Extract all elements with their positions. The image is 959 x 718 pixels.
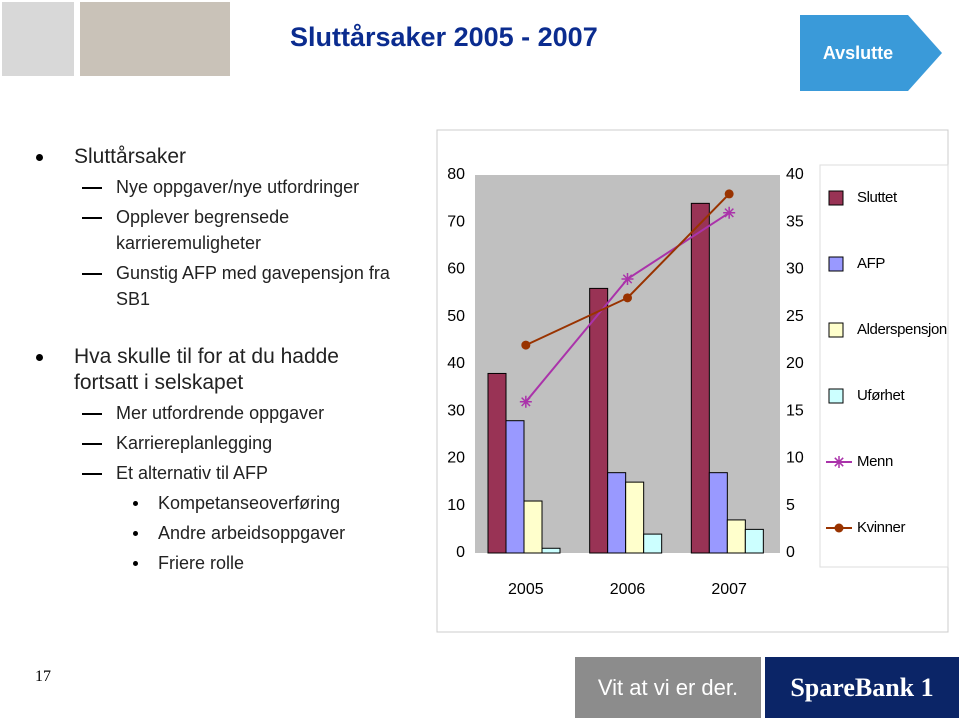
bullet-text: Karriereplanlegging [116, 433, 273, 453]
y2-tick-label: 30 [786, 261, 804, 278]
bullet-item: Opplever begrensede karrieremuligheter [30, 204, 416, 256]
slogan: Vit at vi er der. [575, 657, 761, 718]
bullet-text: Sluttårsaker [74, 145, 187, 168]
bar [643, 533, 663, 554]
y-tick-label: 40 [447, 355, 465, 372]
y2-tick-label: 40 [786, 166, 804, 183]
legend-swatch [828, 190, 844, 206]
line-marker [833, 456, 845, 468]
bar [726, 519, 746, 554]
legend-label: Alderspensjon [857, 321, 947, 338]
bar [708, 472, 728, 554]
bullet-item: Mer utfordrende oppgaver [30, 400, 416, 426]
bullet-text: Hva skulle til for at du hadde fortsatt … [74, 345, 339, 394]
y2-tick-label: 15 [786, 402, 804, 419]
y2-tick-label: 10 [786, 450, 804, 467]
bullet-icon [82, 473, 102, 475]
bullet-item: Kompetanseoverføring [30, 490, 430, 516]
y-tick-label: 80 [447, 166, 465, 183]
bar [505, 420, 525, 554]
legend-label: Uførhet [857, 387, 905, 404]
line-marker [621, 272, 634, 285]
bar [541, 547, 561, 554]
legend-swatch [828, 256, 844, 272]
bullet-icon [82, 443, 102, 445]
legend-label: AFP [857, 255, 885, 272]
y2-tick-label: 35 [786, 213, 804, 230]
y-tick-label: 60 [447, 261, 465, 278]
bullet-item: Sluttårsaker [30, 144, 430, 170]
bullet-icon [82, 187, 102, 189]
bullet-text: Nye oppgaver/nye utfordringer [116, 177, 360, 197]
y2-tick-label: 20 [786, 355, 804, 372]
x-tick-label: 2005 [508, 581, 544, 598]
bullet-icon [36, 154, 43, 161]
legend-label: Menn [857, 453, 893, 470]
line-marker [519, 395, 532, 408]
photo [80, 2, 230, 76]
bullet-text: Friere rolle [158, 553, 245, 573]
bullet-icon [82, 217, 102, 219]
legend-swatch [828, 388, 844, 404]
bullet-item: Et alternativ til AFP [30, 460, 416, 486]
legend [819, 164, 949, 568]
bullet-item: Andre arbeidsoppgaver [30, 520, 430, 546]
bullet-text: Kompetanseoverføring [158, 493, 341, 513]
x-tick-label: 2007 [711, 581, 747, 598]
legend-marker [834, 523, 844, 533]
y-tick-label: 0 [456, 544, 465, 561]
bullet-text: Opplever begrensede karrieremuligheter [116, 207, 290, 253]
exit-button[interactable]: Avslutte [800, 15, 942, 91]
bullet-text: Et alternativ til AFP [116, 463, 269, 483]
bullet-text: Mer utfordrende oppgaver [116, 403, 325, 423]
title: Sluttårsaker 2005 - 2007 [290, 22, 598, 52]
legend-label: Sluttet [857, 189, 898, 206]
bar [690, 202, 710, 554]
bar [744, 528, 764, 554]
bullet-text: Gunstig AFP med gavepensjon fra SB1 [116, 263, 390, 309]
line-marker [623, 293, 632, 303]
brand-logo: SpareBank 1 [765, 657, 959, 718]
bullet-icon [36, 354, 43, 361]
y2-tick-label: 5 [786, 497, 795, 514]
bullet-icon [82, 273, 102, 275]
y2-tick-label: 25 [786, 308, 804, 325]
bullet-item: Nye oppgaver/nye utfordringer [30, 174, 416, 200]
x-tick-label: 2006 [610, 581, 646, 598]
y-tick-label: 50 [447, 308, 465, 325]
page-number: 17 [35, 668, 51, 685]
bar [625, 481, 645, 554]
bullet-icon [82, 413, 102, 415]
bar [523, 500, 543, 554]
y-tick-label: 10 [447, 497, 465, 514]
button-label[interactable]: Avslutte [823, 43, 893, 63]
bullet-item: Hva skulle til for at du hadde fortsatt … [30, 344, 430, 396]
bullet-list: Sluttårsaker Nye oppgaver/nye utfordringe… [30, 142, 430, 576]
bullet-text: Andre arbeidsoppgaver [158, 523, 346, 543]
bullet-icon [133, 501, 138, 506]
line-marker [724, 189, 734, 199]
bullet-item: Karriereplanlegging [30, 430, 416, 456]
legend-swatch [828, 322, 844, 338]
line-marker [521, 340, 531, 350]
y2-tick-label: 0 [786, 544, 795, 561]
bar [589, 287, 609, 554]
legend-label: Kvinner [857, 519, 905, 536]
logo-image [2, 2, 74, 76]
y-tick-label: 30 [447, 402, 465, 419]
bullet-icon [133, 531, 138, 536]
bar [487, 372, 507, 554]
y-tick-label: 20 [447, 450, 465, 467]
bullet-icon [133, 561, 138, 566]
bullet-item: Friere rolle [30, 550, 430, 576]
line-marker [723, 206, 736, 219]
bullet-item: Gunstig AFP med gavepensjon fra SB1 [30, 260, 416, 312]
y-tick-label: 70 [447, 213, 465, 230]
bar [607, 472, 627, 554]
